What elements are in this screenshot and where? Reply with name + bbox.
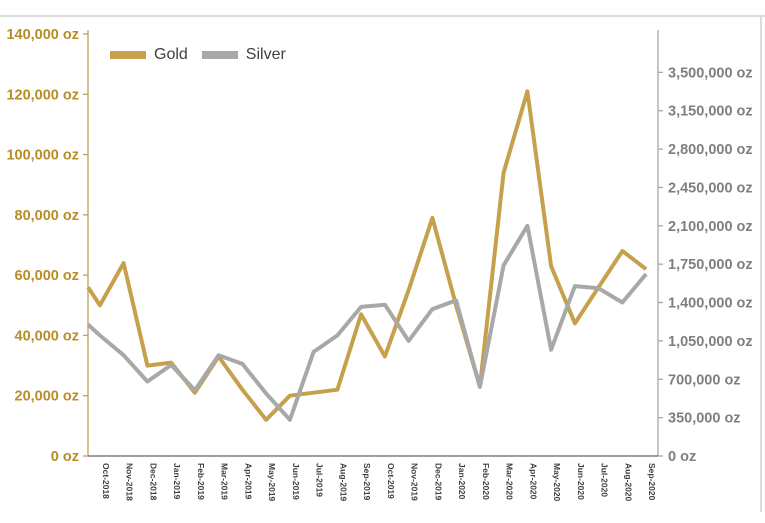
x-axis-tick-label: Jun-2019 [291,463,301,500]
y-axis-right-tick-label: 700,000 oz [668,372,741,388]
x-axis-tick-label: Jul-2019 [315,463,325,497]
legend-label-silver: Silver [245,46,286,63]
x-axis-tick-label: Oct-2018 [101,463,111,499]
x-axis-tick-label: Mar-2020 [505,463,515,500]
x-axis-tick-label: Nov-2018 [125,463,135,501]
x-axis-tick-label: Sep-2020 [647,463,657,501]
y-axis-left-tick-label: 20,000 oz [15,389,80,405]
y-axis-left-tick-label: 80,000 oz [15,208,80,224]
x-axis-tick-label: Aug-2020 [623,463,633,502]
y-axis-right-tick-label: 1,050,000 oz [668,334,753,350]
y-axis-right-tick-label: 3,500,000 oz [668,65,753,81]
y-axis-right-tick-label: 1,750,000 oz [668,257,753,273]
y-axis-right-tick-label: 1,400,000 oz [668,296,753,312]
y-axis-right-tick-label: 3,150,000 oz [668,104,753,120]
x-axis-tick-label: Jan-2019 [172,463,182,500]
page-top-border [0,15,765,17]
x-axis-tick-label: Mar-2019 [220,463,230,500]
series-line-gold [86,89,648,422]
x-axis-tick-label: Apr-2020 [528,463,538,500]
series-line-silver [86,223,648,422]
x-axis-tick-label: Feb-2019 [196,463,206,500]
x-axis-tick-label: Feb-2020 [481,463,491,500]
y-axis-left-tick-label: 140,000 oz [6,27,79,43]
x-axis-tick-label: Aug-2019 [338,463,348,502]
gold-line-swatch-icon [110,51,146,59]
x-axis-tick-label: Apr-2019 [243,463,253,500]
legend-item-silver: Silver [201,46,286,64]
x-axis-tick-label: Nov-2019 [410,463,420,501]
y-axis-right-tick-label: 2,450,000 oz [668,180,753,196]
y-axis-left-tick-label: 100,000 oz [6,148,79,164]
x-axis-tick-label: Dec-2018 [148,463,158,501]
chart-legend: Gold Silver [110,46,286,64]
legend-label-gold: Gold [154,46,188,63]
x-axis-tick-label: May-2019 [267,463,277,502]
y-axis-right-tick-label: 0 oz [668,449,696,465]
legend-item-gold: Gold [110,46,188,64]
x-axis-tick-label: Dec-2019 [433,463,443,501]
y-axis-right-tick-label: 2,800,000 oz [668,142,753,158]
y-axis-right-tick-label: 2,100,000 oz [668,219,753,235]
y-axis-right-tick-label: 350,000 oz [668,411,741,427]
page-right-border [760,15,762,512]
x-axis-tick-label: Jan-2020 [457,463,467,500]
y-axis-left-tick-label: 40,000 oz [15,328,80,344]
y-axis-left-tick-label: 120,000 oz [6,87,79,103]
x-axis-tick-label: Jun-2020 [576,463,586,500]
x-axis-tick-label: Jul-2020 [600,463,610,497]
y-axis-left-tick-label: 0 oz [51,449,79,465]
x-axis-tick-label: Oct-2019 [386,463,396,499]
x-axis-tick-label: May-2020 [552,463,562,502]
silver-line-swatch-icon [201,51,238,59]
x-axis-tick-label: Sep-2019 [362,463,372,501]
y-axis-left-tick-label: 60,000 oz [15,268,80,284]
